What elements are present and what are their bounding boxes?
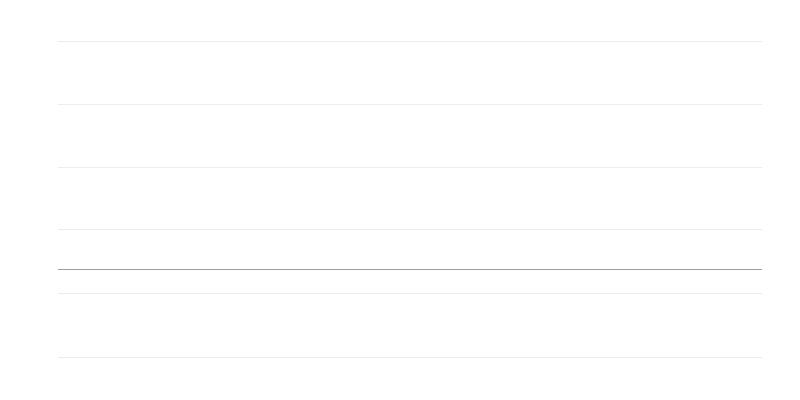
gridlines-group bbox=[58, 41, 762, 358]
